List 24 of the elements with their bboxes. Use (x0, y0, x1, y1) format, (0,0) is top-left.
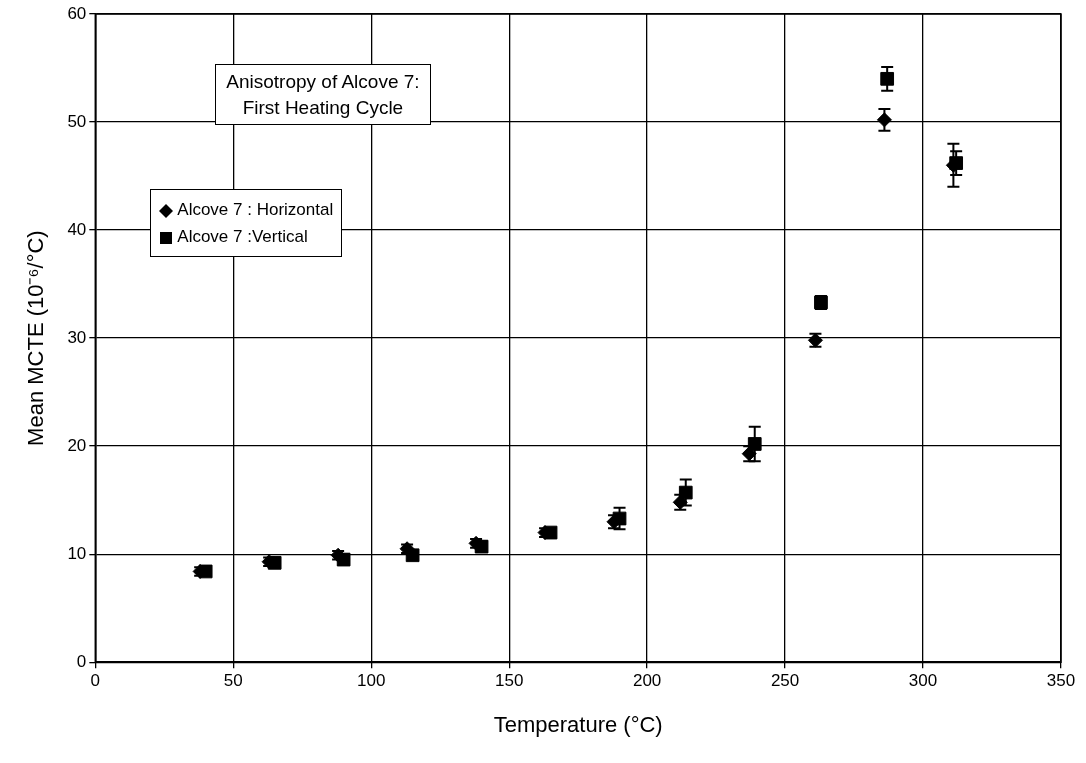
x-tick-label: 0 (90, 671, 101, 691)
x-axis-title: Temperature (°C) (493, 711, 663, 737)
y-tick-label: 50 (67, 111, 87, 131)
y-tick-label: 10 (67, 543, 87, 563)
point (678, 485, 693, 500)
x-tick-label: 150 (494, 671, 524, 691)
x-tick-label: 350 (1046, 671, 1076, 691)
y-tick-label: 40 (67, 219, 87, 239)
point (876, 112, 892, 128)
y-tick-label: 30 (67, 327, 87, 347)
legend-label: Alcove 7 : Horizontal (177, 200, 334, 219)
y-tick-label: 60 (67, 3, 87, 23)
x-tick-label: 250 (770, 671, 800, 691)
text: Anisotropy of Alcove 7: First Heating Cycle (215, 64, 431, 126)
point (880, 71, 895, 86)
point (747, 437, 762, 451)
y-tick-label: 0 (76, 651, 87, 671)
legend-label: Alcove 7 :Vertical (177, 227, 308, 247)
x-tick-label: 300 (908, 671, 938, 691)
y-tick-label: 20 (67, 435, 87, 455)
y-axis-title: Mean MCTE (10⁻⁶/°C) (23, 230, 49, 446)
x-tick-label: 100 (357, 671, 386, 691)
x-tick-label: 50 (223, 671, 243, 691)
x-tick-label: 200 (632, 671, 662, 691)
